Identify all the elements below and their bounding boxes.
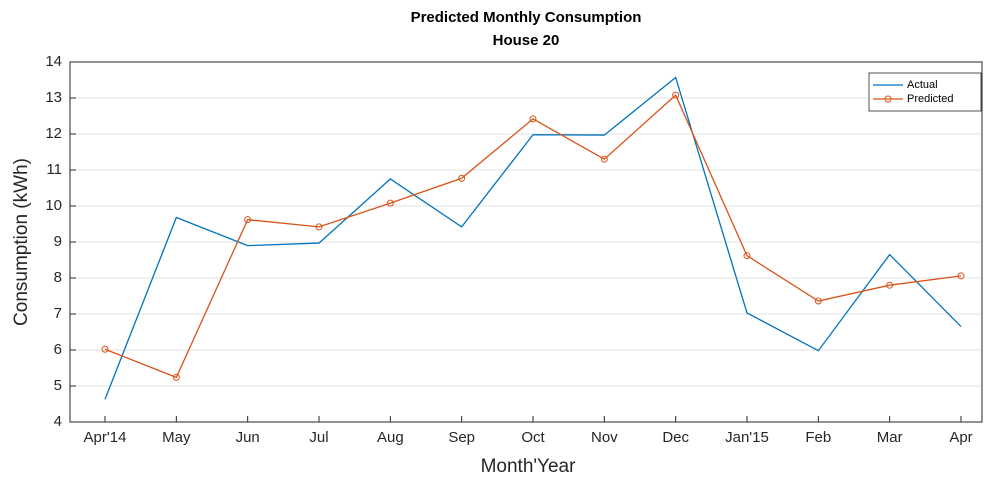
data-point <box>957 272 965 280</box>
x-tick-label: Jun <box>236 429 260 446</box>
y-tick-label: 7 <box>54 305 62 322</box>
y-tick-label: 4 <box>54 413 62 430</box>
legend-box <box>868 72 982 112</box>
y-tick-label: 11 <box>46 161 62 178</box>
series-line <box>104 76 962 400</box>
x-tick-label: May <box>162 429 191 446</box>
x-tick-label: Apr <box>949 429 972 446</box>
data-point <box>458 174 466 182</box>
data-point <box>672 91 680 99</box>
x-tick-label: Oct <box>521 429 545 446</box>
x-tick-label: Mar <box>877 429 903 446</box>
data-point <box>886 281 894 289</box>
legend-label: Predicted <box>907 93 953 105</box>
data-point <box>529 115 537 123</box>
data-point <box>172 373 180 381</box>
y-tick-label: 14 <box>45 53 62 70</box>
y-tick-label: 8 <box>54 269 62 286</box>
y-tick-label: 6 <box>54 341 62 358</box>
data-point <box>743 252 751 260</box>
legend-marker <box>884 95 892 103</box>
y-tick-label: 9 <box>54 233 62 250</box>
legend-label: Actual <box>907 79 938 91</box>
x-tick-label: Nov <box>591 429 618 446</box>
series-line <box>104 94 962 379</box>
x-tick-label: Jul <box>309 429 328 446</box>
x-tick-label: Aug <box>377 429 404 446</box>
y-tick-label: 10 <box>45 197 62 214</box>
x-tick-label: Sep <box>448 429 475 446</box>
data-point <box>101 345 109 353</box>
data-point <box>386 199 394 207</box>
plot-frame <box>69 61 983 423</box>
data-point <box>244 216 252 224</box>
x-axis-label: Month'Year <box>481 456 576 477</box>
x-tick-label: Apr'14 <box>84 429 127 446</box>
data-point <box>315 223 323 231</box>
y-tick-label: 12 <box>45 125 62 142</box>
y-tick-label: 13 <box>45 89 62 106</box>
x-tick-label: Feb <box>805 429 831 446</box>
data-point <box>600 155 608 163</box>
y-axis-label: Consumption (kWh) <box>11 158 32 326</box>
chart-title: Predicted Monthly Consumption <box>411 9 642 26</box>
chart-subtitle: House 20 <box>493 32 560 49</box>
data-point <box>814 297 822 305</box>
x-tick-label: Jan'15 <box>725 429 769 446</box>
y-tick-label: 5 <box>54 377 62 394</box>
x-tick-label: Dec <box>662 429 689 446</box>
